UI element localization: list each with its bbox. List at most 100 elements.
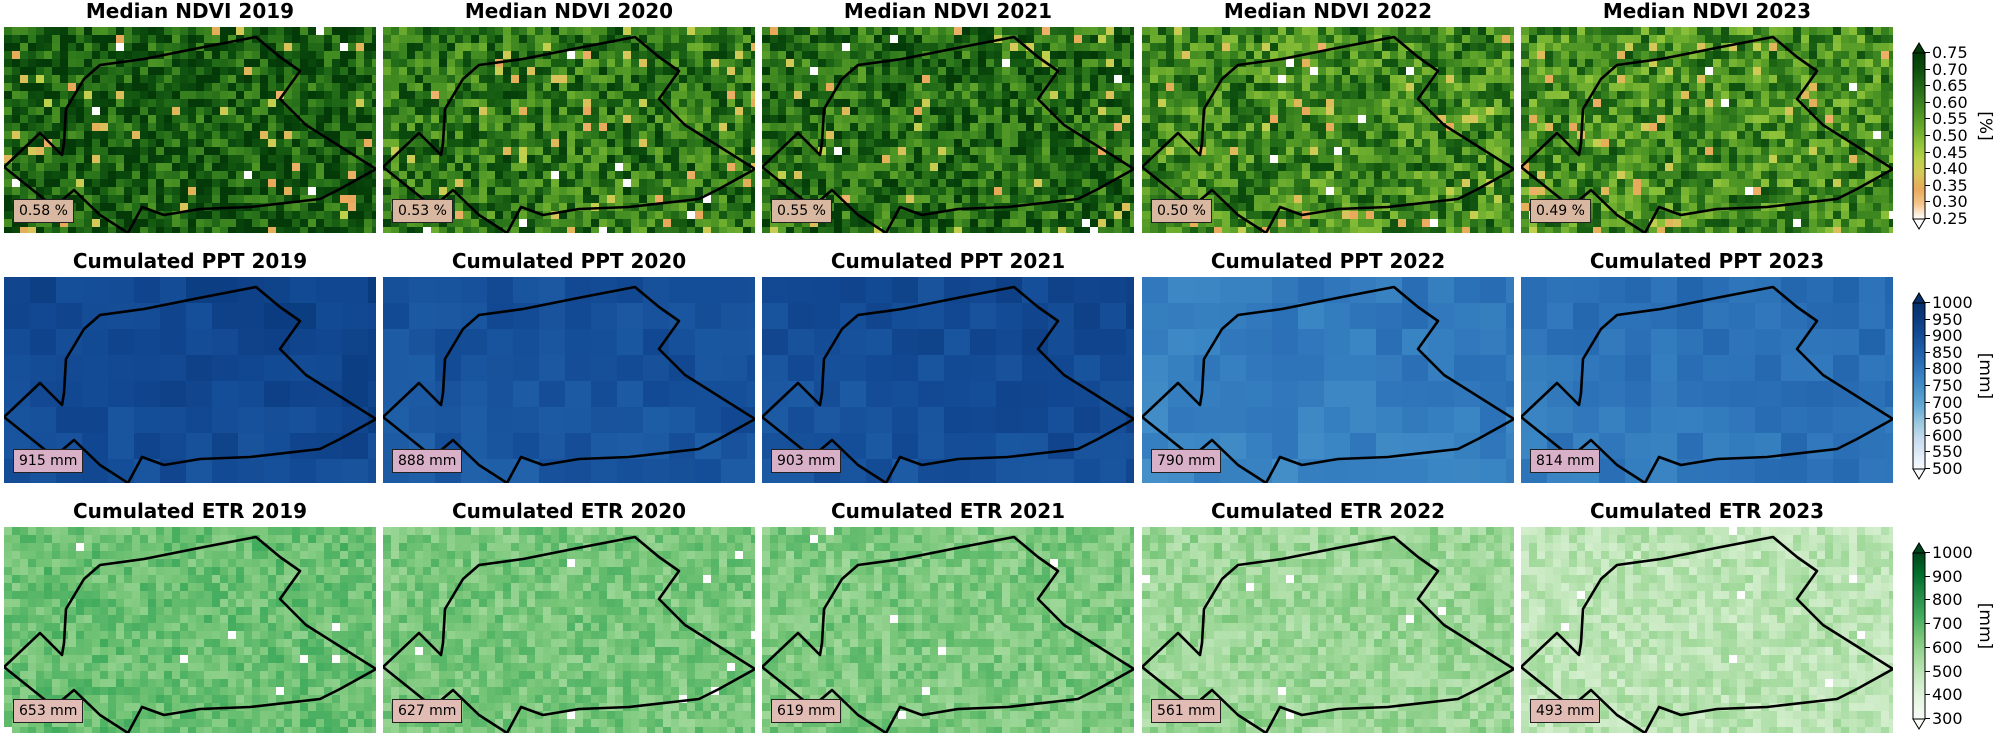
panel-title-ppt-1: Cumulated PPT 2020 (451, 249, 687, 273)
colorbar-tick-label: 300 (1925, 709, 1963, 728)
colorbar-ndvi: 0.25 0.30 0.35 0.40 0.45 0.50 0.55 0.60 0.65 0.70… (1912, 42, 1968, 230)
colorbar-tick-label: 500 (1925, 661, 1963, 681)
panel-title-etr-0: Cumulated ETR 2019 (72, 499, 308, 523)
raster-cells (1142, 277, 1514, 483)
map-panel-ppt-0: 915 mm (4, 277, 376, 483)
colorbar-tick-label: 650 (1925, 409, 1963, 429)
panel-title-etr-4: Cumulated ETR 2023 (1589, 499, 1825, 523)
colorbar-tick-label: 0.30 (1925, 192, 1968, 212)
map-panel-etr-1: 627 mm (383, 527, 755, 733)
colorbar-tick-label: 850 (1925, 342, 1963, 362)
colorbar-gradient (1912, 42, 1926, 230)
mean-value-badge: 0.58 % (13, 199, 74, 223)
colorbar-tick-label: 600 (1925, 425, 1963, 445)
colorbar-tick-label: 0.55 (1925, 109, 1968, 129)
colorbar-tick-label: 0.70 (1925, 59, 1968, 79)
mean-value-badge: 814 mm (1530, 449, 1601, 473)
raster-cells (1521, 527, 1893, 733)
colorbar-tick-label: 1000 (1925, 293, 1973, 312)
colorbar-tick-label: 0.25 (1925, 209, 1968, 228)
raster-map (4, 277, 376, 483)
colorbar-tick-label: 800 (1925, 359, 1963, 379)
panel-title-ppt-2: Cumulated PPT 2021 (830, 249, 1066, 273)
panel-title-etr-1: Cumulated ETR 2020 (451, 499, 687, 523)
colorbar-tick-label: 0.75 (1925, 43, 1968, 62)
colorbar-tick-label: 0.40 (1925, 159, 1968, 179)
colorbar-tick-label: 500 (1925, 459, 1963, 478)
colorbar-unit-label: [mm] (1975, 602, 1995, 650)
panel-title-ppt-4: Cumulated PPT 2023 (1589, 249, 1825, 273)
panel-title-ndvi-2: Median NDVI 2021 (843, 0, 1053, 23)
colorbar-gradient (1912, 542, 1926, 730)
colorbar-etr: 300 400 500 600 700 800 900 1000 (1912, 542, 1973, 730)
map-panel-ndvi-1: 0.53 % (383, 27, 755, 233)
raster-map (4, 27, 376, 233)
colorbar-tick-label: 0.35 (1925, 175, 1968, 195)
raster-map (762, 527, 1134, 733)
raster-map (1142, 277, 1514, 483)
map-panel-ndvi-3: 0.50 % (1142, 27, 1514, 233)
mean-value-badge: 619 mm (771, 699, 842, 723)
map-panel-etr-0: 653 mm (4, 527, 376, 733)
colorbar-tick-label: 400 (1925, 685, 1963, 705)
colorbar-extend-max (1912, 292, 1926, 304)
mean-value-badge: 627 mm (392, 699, 463, 723)
raster-cells (383, 527, 755, 733)
mean-value-badge: 561 mm (1151, 699, 1222, 723)
colorbar-tick-label: 900 (1925, 326, 1963, 346)
colorbar-tick-label: 750 (1925, 376, 1963, 395)
raster-map (383, 27, 755, 233)
raster-cells (4, 527, 376, 733)
panel-title-ndvi-0: Median NDVI 2019 (85, 0, 295, 23)
raster-map (1142, 527, 1514, 733)
colorbar-tick-label: 0.65 (1925, 76, 1968, 96)
raster-cells (383, 27, 755, 233)
colorbar-extend-max (1912, 542, 1926, 554)
colorbar-tick-label: 0.45 (1925, 142, 1968, 162)
mean-value-badge: 0.50 % (1151, 199, 1212, 223)
mean-value-badge: 888 mm (392, 449, 463, 473)
raster-map (1521, 277, 1893, 483)
panel-title-ppt-3: Cumulated PPT 2022 (1210, 249, 1446, 273)
mean-value-badge: 493 mm (1530, 699, 1601, 723)
colorbar-tick-label: 900 (1925, 566, 1963, 586)
raster-map (383, 527, 755, 733)
map-panel-ndvi-4: 0.49 % (1521, 27, 1893, 233)
raster-map (1521, 527, 1893, 733)
colorbar-tick-label: 950 (1925, 309, 1963, 329)
raster-cells (762, 527, 1134, 733)
mean-value-badge: 790 mm (1151, 449, 1222, 473)
raster-map (4, 527, 376, 733)
map-panel-ndvi-2: 0.55 % (762, 27, 1134, 233)
colorbar-unit-label: [mm] (1975, 352, 1995, 400)
map-panel-ppt-2: 903 mm (762, 277, 1134, 483)
colorbar-tick-label: 700 (1925, 392, 1963, 412)
raster-map (1142, 27, 1514, 233)
map-panel-ndvi-0: 0.58 % (4, 27, 376, 233)
panel-title-ndvi-3: Median NDVI 2022 (1223, 0, 1433, 23)
mean-value-badge: 653 mm (13, 699, 84, 723)
mean-value-badge: 0.49 % (1530, 199, 1591, 223)
raster-cells (383, 277, 755, 483)
mean-value-badge: 0.55 % (771, 199, 832, 223)
panel-title-etr-2: Cumulated ETR 2021 (830, 499, 1066, 523)
raster-cells (1521, 277, 1893, 483)
panel-title-etr-3: Cumulated ETR 2022 (1210, 499, 1446, 523)
map-panel-ppt-4: 814 mm (1521, 277, 1893, 483)
colorbar-gradient (1912, 292, 1926, 480)
map-panel-etr-4: 493 mm (1521, 527, 1893, 733)
colorbar-extend-min (1912, 218, 1926, 230)
mean-value-badge: 915 mm (13, 449, 84, 473)
colorbar-tick-label: 600 (1925, 637, 1963, 657)
colorbar-tick-label: 700 (1925, 614, 1963, 634)
mean-value-badge: 903 mm (771, 449, 842, 473)
colorbar-tick-label: 800 (1925, 590, 1963, 610)
panel-title-ppt-0: Cumulated PPT 2019 (72, 249, 308, 273)
raster-map (762, 27, 1134, 233)
colorbar-unit-label: [%] (1975, 111, 1995, 141)
colorbar-tick-label: 0.60 (1925, 92, 1968, 112)
colorbar-ppt: 500 550 600 650 700 750 800 850 900 950 1000 (1912, 292, 1973, 480)
colorbar-extend-min (1912, 468, 1926, 480)
panel-title-ndvi-1: Median NDVI 2020 (464, 0, 674, 23)
colorbar-tick-label: 0.50 (1925, 126, 1968, 145)
